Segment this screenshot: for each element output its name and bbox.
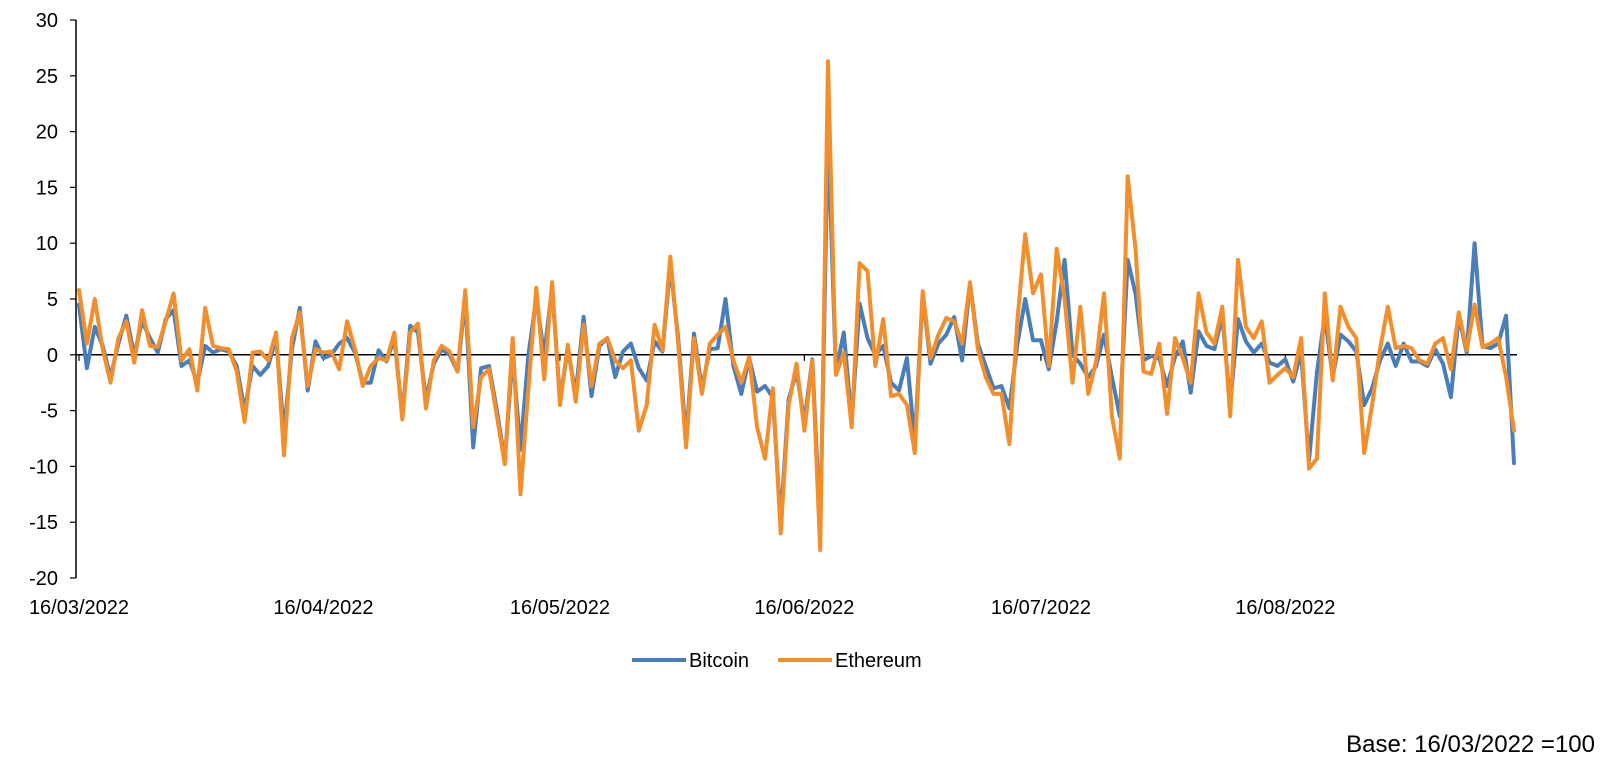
y-tick-label: 25	[36, 66, 58, 88]
x-tick-label: 16/03/2022	[29, 597, 129, 619]
y-tick-label: -15	[29, 512, 58, 534]
y-tick-label: 10	[36, 233, 58, 255]
x-tick-label: 16/08/2022	[1235, 597, 1335, 619]
x-tick-label: 16/07/2022	[991, 597, 1091, 619]
x-tick-label: 16/05/2022	[510, 597, 610, 619]
base-footnote: Base: 16/03/2022 =100	[1346, 731, 1595, 758]
series-lines	[77, 59, 1516, 553]
y-tick-label: 15	[36, 177, 58, 199]
x-axis: 16/03/2022 16/04/2022 16/05/2022 16/06/2022…	[29, 354, 1517, 619]
y-tick-label: -10	[29, 456, 58, 478]
series-line-ethereum	[77, 59, 1516, 553]
y-tick-label: 30	[36, 10, 58, 32]
legend: Bitcoin Ethereum	[632, 650, 922, 672]
legend-label-ethereum: Ethereum	[835, 650, 922, 672]
y-tick-label: -5	[40, 401, 58, 423]
y-tick-label: 20	[36, 122, 58, 144]
legend-label-bitcoin: Bitcoin	[689, 650, 749, 672]
y-tick-label: 5	[47, 289, 58, 311]
y-tick-label: -20	[29, 568, 58, 590]
y-axis: 30 25 20 15 10 5 0 -5 -10 -15 -20	[29, 10, 77, 590]
y-tick-label: 0	[47, 345, 58, 367]
x-tick-label: 16/04/2022	[273, 597, 373, 619]
x-tick-label: 16/06/2022	[754, 597, 854, 619]
